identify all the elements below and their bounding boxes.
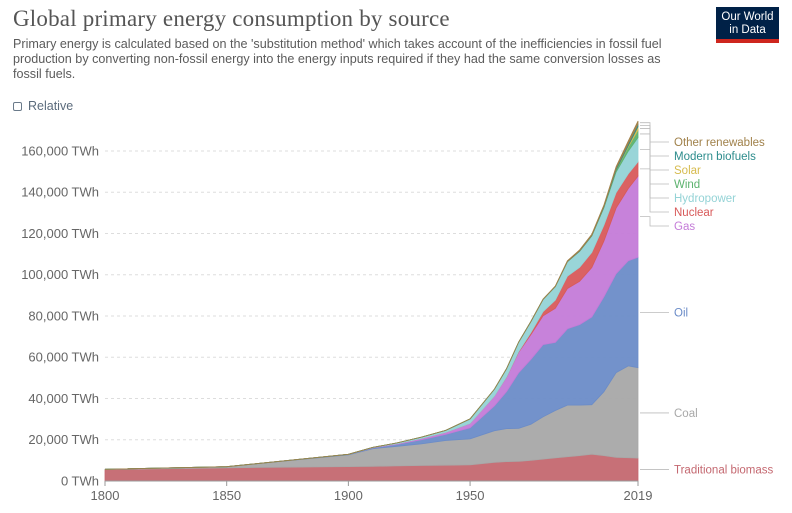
legend: Other renewables Modern biofuels Solar Wind…: [640, 122, 774, 477]
legend-label-wind[interactable]: Wind: [674, 179, 700, 191]
y-tick-label: 20,000 TWh: [28, 432, 99, 447]
legend-label-gas[interactable]: Gas: [674, 221, 695, 233]
logo-line-2: in Data: [729, 24, 766, 36]
legend-connector: [640, 133, 669, 185]
y-tick-label: 160,000 TWh: [21, 143, 99, 158]
y-tick-label: 60,000 TWh: [28, 350, 99, 365]
legend-label-coal[interactable]: Coal: [674, 408, 698, 420]
legend-label-modern_biofuels[interactable]: Modern biofuels: [674, 151, 756, 163]
y-tick-label: 80,000 TWh: [28, 308, 99, 323]
x-tick-label: 1850: [212, 488, 241, 503]
legend-connector: [640, 125, 669, 157]
stacked-areas: [104, 120, 639, 482]
logo-line-1: Our World: [721, 11, 774, 23]
legend-connector: [640, 168, 669, 213]
relative-toggle[interactable]: Relative: [13, 99, 73, 113]
x-tick-label: 2019: [624, 488, 653, 503]
page-title: Global primary energy consumption by sou…: [13, 6, 450, 31]
legend-connector: [640, 216, 669, 227]
legend-label-hydropower[interactable]: Hydropower: [674, 193, 736, 205]
legend-label-traditional_biomass[interactable]: Traditional biomass: [674, 465, 774, 477]
legend-label-solar[interactable]: Solar: [674, 165, 701, 177]
chart-subtitle: Primary energy is calculated based on th…: [13, 37, 662, 82]
x-tick-label: 1900: [334, 488, 363, 503]
area-other_renewables[interactable]: [104, 120, 639, 470]
y-tick-label: 120,000 TWh: [21, 226, 99, 241]
owid-logo[interactable]: Our World in Data: [716, 7, 779, 43]
legend-label-oil[interactable]: Oil: [674, 307, 688, 319]
y-tick-label: 0 TWh: [61, 474, 99, 489]
axes: 0 TWh 20,000 TWh 40,000 TWh 60,000 TWh 80,00…: [21, 143, 652, 503]
x-tick-label: 1800: [91, 488, 120, 503]
relative-label: Relative: [28, 99, 74, 113]
x-tick-label: 1950: [456, 488, 485, 503]
y-tick-label: 100,000 TWh: [21, 267, 99, 282]
legend-connector: [640, 149, 669, 199]
legend-label-nuclear[interactable]: Nuclear: [674, 207, 714, 219]
legend-label-other_renewables[interactable]: Other renewables: [674, 137, 765, 149]
y-tick-label: 140,000 TWh: [21, 185, 99, 200]
relative-checkbox[interactable]: [13, 101, 22, 111]
y-tick-label: 40,000 TWh: [28, 391, 99, 406]
